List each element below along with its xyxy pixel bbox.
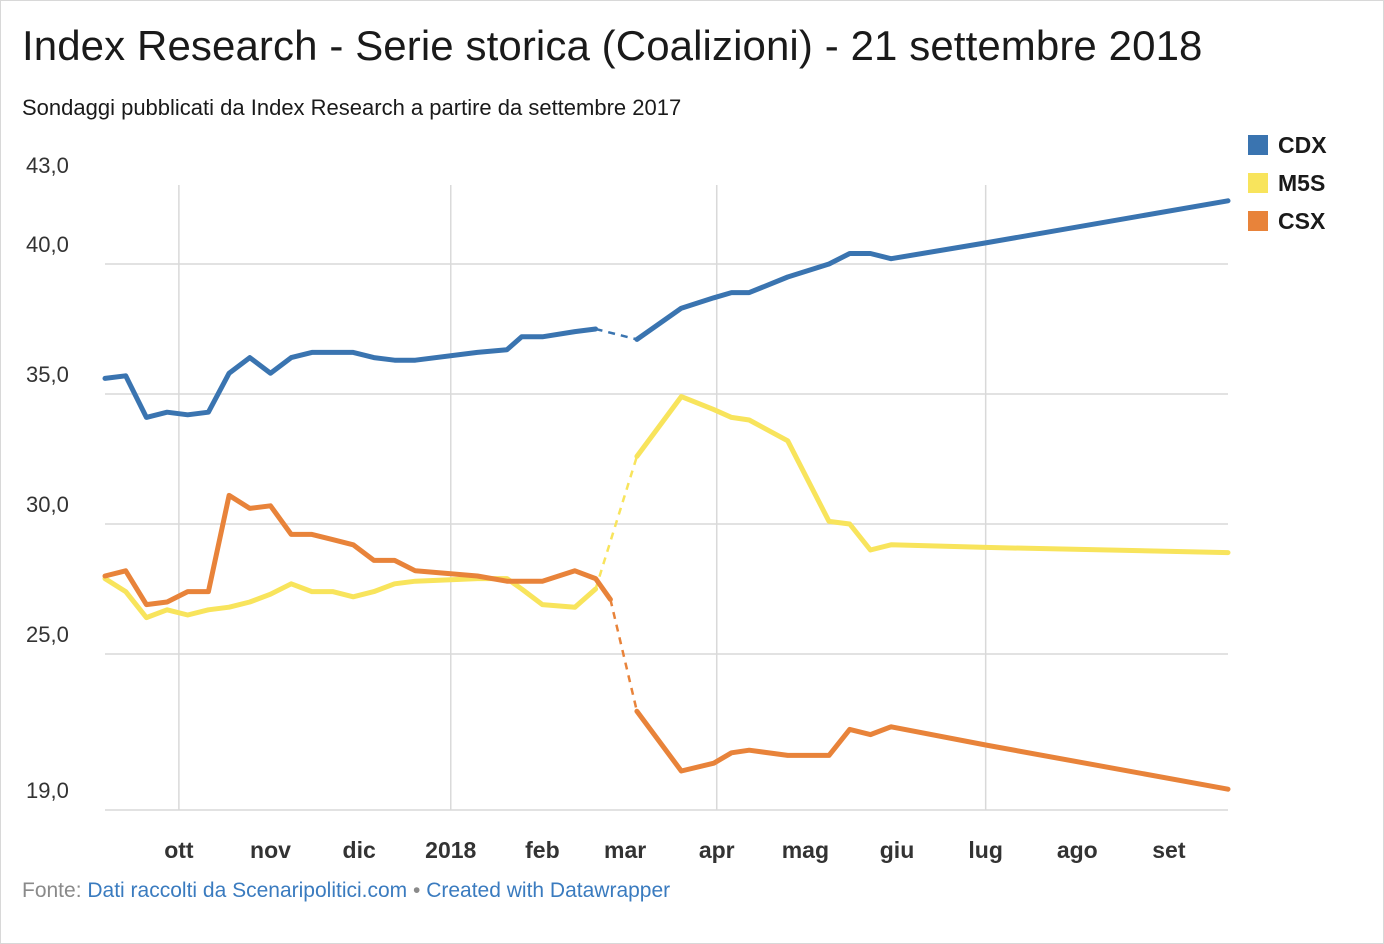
footer-prefix: Fonte:: [22, 879, 88, 902]
legend-item-cdx: CDX: [1248, 126, 1327, 164]
x-tick-label: lug: [968, 837, 1003, 863]
grid-layer: [105, 185, 1228, 811]
x-tick-label: dic: [343, 837, 376, 863]
y-tick-label: 35,0: [26, 362, 69, 387]
series-line-cdx-gap: [595, 327, 638, 341]
x-tick-label: 2018: [425, 837, 476, 863]
series-layer: [102, 198, 1231, 792]
source-link[interactable]: Dati raccolti da Scenaripolitici.com: [87, 879, 408, 902]
chart-title: Index Research - Serie storica (Coalizio…: [22, 22, 1203, 69]
datawrapper-credit-link[interactable]: Created with Datawrapper: [426, 879, 671, 902]
legend-swatch-csx: [1248, 211, 1268, 231]
chart-subtitle: Sondaggi pubblicati da Index Research a …: [22, 95, 682, 120]
legend-label-cdx: CDX: [1278, 131, 1327, 158]
legend-swatch-cdx: [1248, 135, 1268, 155]
y-tick-label: 30,0: [26, 492, 69, 517]
legend-item-m5s: M5S: [1248, 164, 1327, 202]
x-tick-label: nov: [250, 837, 291, 863]
series-line-m5s-before: [102, 576, 599, 621]
y-tick-label: 19,0: [26, 778, 69, 803]
legend-swatch-m5s: [1248, 173, 1268, 193]
x-tick-label: feb: [525, 837, 560, 863]
y-tick-label: 25,0: [26, 622, 69, 647]
axis-layer: 43,0 40,0 35,0 30,0 25,0 19,0 ott nov dic 2018 feb…: [26, 153, 1186, 863]
footer-separator: •: [407, 879, 427, 902]
legend: CDX M5S CSX: [1248, 126, 1327, 240]
y-tick-label: 43,0: [26, 153, 69, 178]
x-tick-label: mar: [604, 837, 646, 863]
x-tick-label: giu: [880, 837, 915, 863]
x-tick-label: mag: [782, 837, 829, 863]
legend-label-m5s: M5S: [1278, 169, 1326, 196]
series-line-cdx-before: [102, 326, 599, 420]
series-line-csx-after: [634, 708, 1231, 792]
x-tick-label: ago: [1057, 837, 1098, 863]
series-line-m5s-after: [634, 394, 1231, 556]
series-line-cdx-after: [634, 198, 1231, 342]
chart-footer: Fonte: Dati raccolti da Scenaripolitici.…: [22, 879, 670, 903]
legend-item-csx: CSX: [1248, 202, 1327, 240]
x-tick-label: ott: [164, 837, 194, 863]
x-tick-label: set: [1152, 837, 1186, 863]
y-tick-label: 40,0: [26, 232, 69, 257]
legend-label-csx: CSX: [1278, 207, 1326, 234]
series-line-m5s-gap: [594, 456, 639, 590]
series-line-csx-before: [102, 492, 613, 608]
series-line-csx-gap: [609, 599, 639, 712]
x-tick-label: apr: [699, 837, 735, 863]
